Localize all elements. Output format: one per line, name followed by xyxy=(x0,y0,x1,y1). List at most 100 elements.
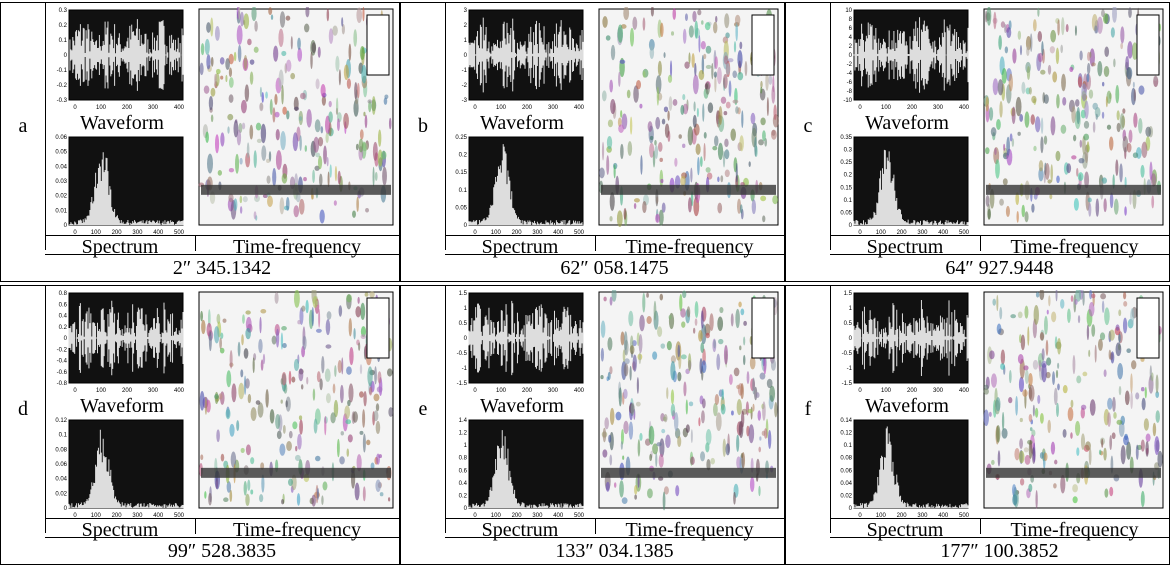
tf-blob xyxy=(301,305,306,312)
tf-blob xyxy=(983,409,989,427)
tf-blob xyxy=(760,80,763,89)
tf-blob xyxy=(609,215,613,222)
tf-blob xyxy=(618,387,622,407)
y-tick-label: 0.35 xyxy=(840,135,852,141)
tf-blob xyxy=(297,320,302,325)
tf-blob xyxy=(368,100,372,113)
y-tick-label: 1.5 xyxy=(459,291,468,297)
tf-blob xyxy=(667,110,670,121)
tf-blob xyxy=(749,356,756,370)
tf-blob xyxy=(352,411,358,423)
tf-blob xyxy=(325,132,329,144)
tf-blob xyxy=(237,341,241,357)
tf-blob xyxy=(1052,71,1058,83)
tf-blob xyxy=(233,198,238,211)
tf-blob xyxy=(281,326,287,331)
tf-blob xyxy=(288,430,293,439)
tf-blob xyxy=(994,147,997,156)
tf-blob xyxy=(1074,298,1078,305)
tf-blob xyxy=(306,109,312,128)
tf-colorbar xyxy=(1136,14,1160,76)
tf-blob xyxy=(1092,121,1096,133)
tf-blob xyxy=(1000,363,1005,370)
tf-blob xyxy=(605,481,610,492)
tf-blob xyxy=(749,476,755,493)
tf-blob xyxy=(1091,324,1096,337)
tf-blob xyxy=(606,135,613,150)
tf-blob xyxy=(1015,396,1018,416)
tf-blob xyxy=(763,428,768,439)
tf-blob xyxy=(654,139,657,146)
tf-blob xyxy=(376,386,383,393)
tf-blob xyxy=(249,59,255,65)
tf-blob xyxy=(313,136,320,153)
x-tick-label: 300 xyxy=(132,230,143,236)
x-tick-label: 300 xyxy=(132,513,143,519)
tf-blob xyxy=(693,101,696,112)
tf-blob xyxy=(1086,141,1090,153)
tf-blob xyxy=(372,166,375,187)
tf-blob xyxy=(762,130,766,142)
tf-blob xyxy=(1028,86,1032,95)
tf-blob xyxy=(228,53,234,65)
y-tick-label: -1 xyxy=(462,366,468,372)
tf-blob xyxy=(654,145,659,159)
tf-blob xyxy=(609,407,615,426)
tf-blob xyxy=(1124,390,1130,406)
tf-blob xyxy=(608,434,612,443)
x-tick-label: 200 xyxy=(512,513,523,519)
tf-blob xyxy=(623,363,629,377)
x-tick-label: 0 xyxy=(73,388,77,394)
waveform-plot: 3 2 1 0 -1 -2 -3 0 100 200 300 400 xyxy=(462,8,585,111)
tf-blob xyxy=(328,111,333,123)
tf-blob xyxy=(1103,65,1110,77)
time-frequency-label: Time-frequency xyxy=(195,518,399,541)
tf-blob xyxy=(1034,407,1039,418)
y-tick-label: 0 xyxy=(464,336,468,342)
x-tick-label: 400 xyxy=(959,105,970,111)
tf-blob xyxy=(1032,359,1039,370)
tf-blob xyxy=(1154,436,1160,455)
spectrum-label: Spectrum xyxy=(830,518,981,541)
tf-blob xyxy=(607,119,613,128)
tf-blob xyxy=(1060,44,1063,54)
tf-blob xyxy=(229,350,233,369)
tf-blob xyxy=(1155,410,1160,423)
tf-blob xyxy=(1069,66,1074,73)
tf-blob xyxy=(1103,369,1107,377)
tf-blob xyxy=(314,119,321,133)
x-tick-label: 100 xyxy=(876,513,887,519)
tf-blob xyxy=(226,481,232,493)
tf-blob xyxy=(1029,427,1033,432)
tf-blob xyxy=(344,405,351,420)
tf-blob xyxy=(715,15,718,23)
tf-blob xyxy=(1072,496,1078,504)
tf-blob xyxy=(243,13,250,30)
tf-blob xyxy=(680,308,686,318)
tf-blob xyxy=(985,96,989,112)
tf-blob xyxy=(223,497,229,502)
tf-blob xyxy=(637,439,641,457)
tf-blob xyxy=(733,41,737,53)
y-tick-label: -8 xyxy=(847,89,853,95)
tf-blob xyxy=(346,366,352,375)
tf-blob xyxy=(247,38,252,46)
tf-blob xyxy=(315,152,321,158)
tf-blob xyxy=(1057,19,1060,36)
tf-blob xyxy=(768,75,773,85)
tf-blob xyxy=(388,407,394,417)
y-tick-label: 0 xyxy=(849,506,853,512)
tf-blob xyxy=(270,14,274,20)
waveform-label: Waveform xyxy=(865,395,949,417)
tf-blob xyxy=(1031,95,1037,104)
tf-blob xyxy=(724,13,730,29)
tf-blob xyxy=(652,351,658,360)
tf-blob xyxy=(1011,106,1016,125)
tf-blob xyxy=(1130,391,1133,409)
tf-blob xyxy=(210,114,214,123)
tf-blob xyxy=(997,450,1001,467)
tf-blob xyxy=(672,8,677,20)
tf-blob xyxy=(1088,301,1095,317)
waveform-plot: 1.5 1 0.5 0 -0.5 -1 -1.5 0 100 200 300 400 xyxy=(842,291,970,394)
tf-colorbar xyxy=(1136,297,1160,359)
